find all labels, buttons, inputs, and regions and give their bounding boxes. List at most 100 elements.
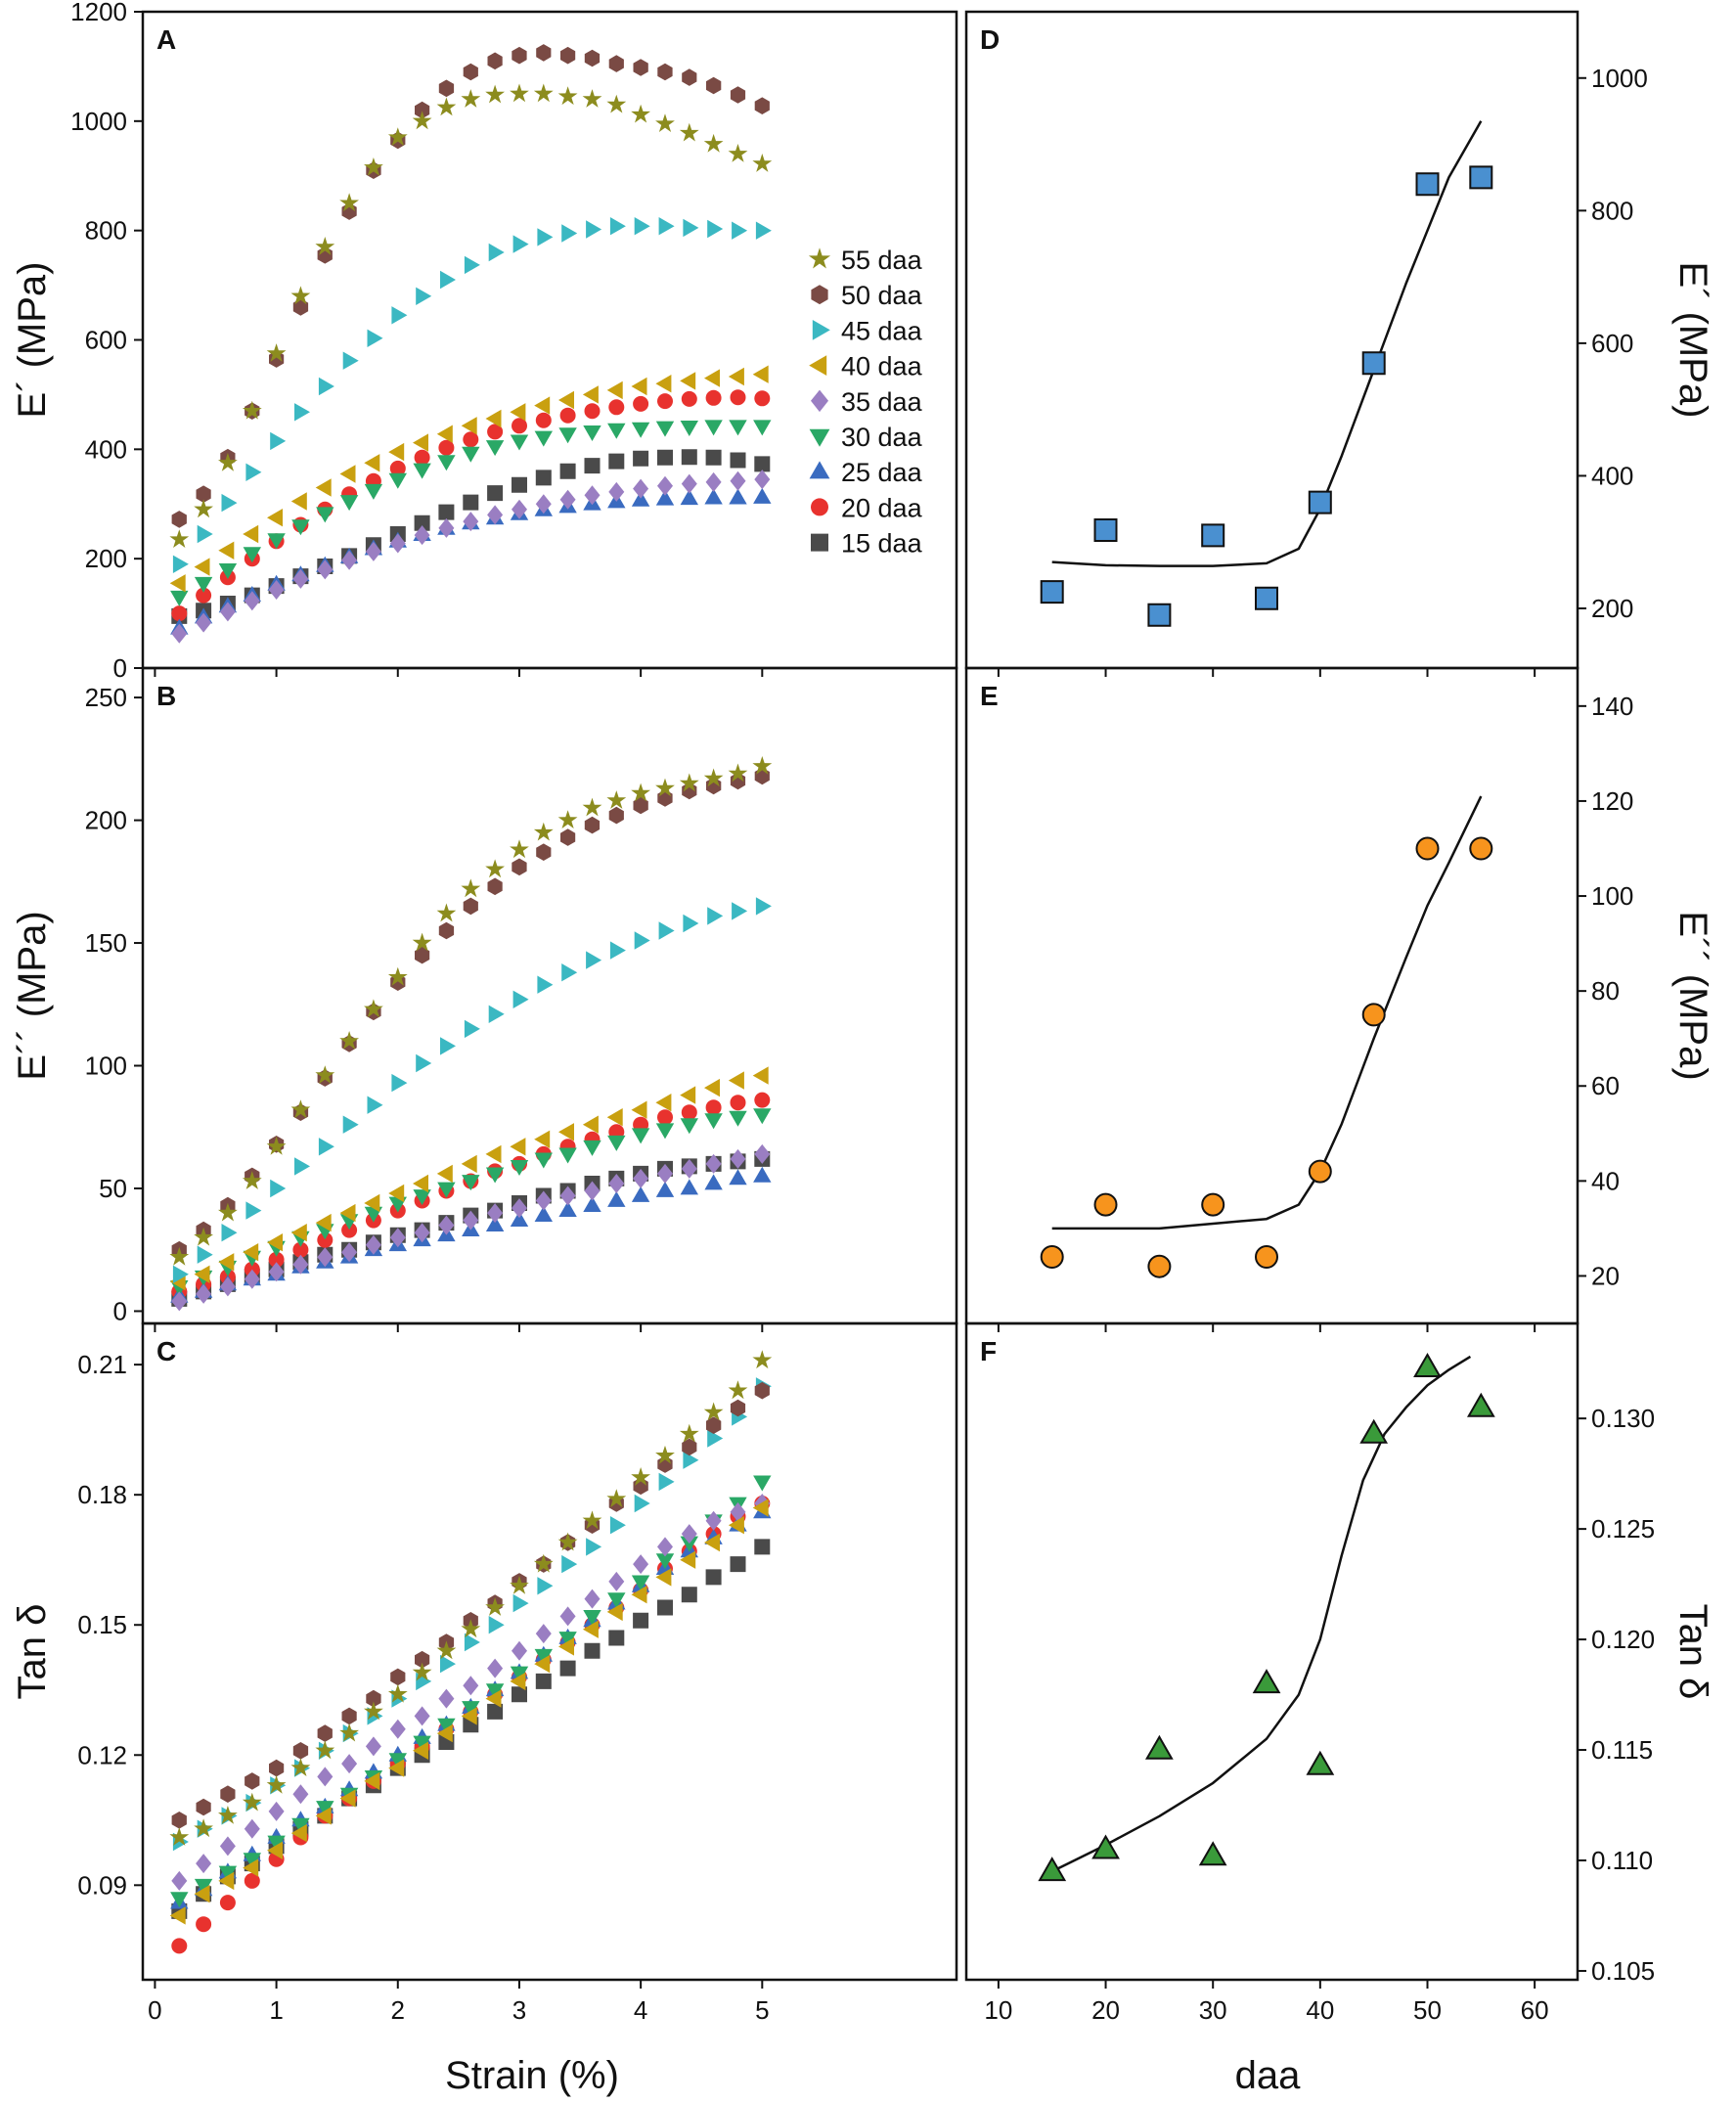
legend-label: 25 daa: [841, 458, 923, 487]
data-point: [537, 975, 554, 994]
data-point: [512, 1198, 527, 1219]
data-point: [461, 89, 481, 108]
data-point: [387, 127, 408, 146]
plot-frame: [141, 1321, 958, 1982]
data-point: [680, 1086, 696, 1104]
data-point: [657, 63, 673, 81]
data-point: [436, 97, 457, 116]
x-tick-label: 1: [269, 1995, 283, 2025]
data-point: [730, 1556, 746, 1573]
data-point: [463, 897, 478, 916]
data-point: [292, 298, 309, 316]
data-point: [608, 1571, 625, 1591]
data-point: [196, 587, 212, 604]
data-point: [631, 1100, 647, 1119]
data-point: [558, 390, 574, 410]
data-point: [243, 547, 261, 563]
data-point: [655, 1181, 675, 1197]
data-point: [633, 1168, 649, 1188]
data-point: [658, 921, 675, 940]
data-point: [388, 1753, 407, 1769]
data-point: [683, 1451, 699, 1469]
data-point: [609, 941, 626, 960]
series-45-daa: [172, 897, 772, 1283]
x-axis-title: daa: [1235, 2054, 1301, 2097]
data-point: [582, 1620, 599, 1638]
data-point: [292, 568, 309, 589]
data-point: [461, 878, 481, 898]
data-point: [488, 243, 505, 262]
data-point: [657, 1599, 673, 1616]
data-point: [1308, 1159, 1332, 1184]
data-point: [1040, 1245, 1064, 1269]
panel-B: 0 50 100 150 200 250 B E´´ (MPa): [11, 666, 958, 1332]
data-point: [534, 430, 553, 447]
data-point: [583, 425, 601, 441]
data-point: [608, 481, 625, 502]
legend-label: 15 daa: [841, 529, 923, 559]
data-point: [317, 1247, 334, 1268]
data-point: [752, 756, 773, 775]
data-point: [270, 1179, 287, 1198]
data-point: [754, 1539, 771, 1555]
y-tick-label: 150: [85, 928, 127, 958]
legend-marker: [808, 247, 831, 269]
data-point: [268, 1251, 285, 1268]
y-tick-label: 0.15: [77, 1610, 127, 1639]
data-point: [365, 1234, 381, 1255]
plot-frame: [141, 666, 958, 1325]
data-point: [389, 1228, 406, 1248]
data-point: [680, 1550, 696, 1569]
panel-letter: A: [156, 24, 176, 55]
data-point: [315, 1213, 332, 1232]
data-point: [559, 1606, 576, 1627]
data-point: [364, 1771, 380, 1791]
data-point: [510, 1672, 526, 1691]
data-point: [339, 1789, 356, 1808]
series-40-daa: [169, 1499, 769, 1925]
data-point: [1201, 523, 1225, 548]
data-point: [414, 449, 430, 466]
data-point: [244, 1818, 260, 1839]
y-tick-label: 0.105: [1591, 1956, 1655, 1986]
data-point: [315, 1740, 335, 1760]
data-point: [1466, 1392, 1495, 1417]
panel-F: 10 20 30 40 50 60 0.105 0.110 0.115 0.120 0.125 0.1…: [964, 1321, 1714, 2097]
data-point: [681, 1158, 697, 1179]
x-tick-label: 0: [148, 1995, 161, 2025]
x-axis-title: Strain (%): [445, 2054, 619, 2097]
data-point: [655, 1094, 672, 1112]
data-point: [1255, 586, 1278, 610]
data-point: [219, 1895, 236, 1911]
series-30-daa: [170, 1108, 772, 1296]
data-point: [705, 1569, 722, 1586]
data-point: [1093, 1192, 1118, 1217]
series-15-daa: [171, 1539, 771, 1919]
data-point: [266, 343, 287, 362]
data-point: [559, 1186, 576, 1206]
data-point: [487, 424, 504, 440]
data-point: [485, 409, 502, 428]
data-point: [413, 1735, 431, 1752]
data-point: [194, 576, 213, 593]
data-point: [196, 1854, 212, 1874]
data-point: [339, 465, 356, 483]
y-axis-title: E´ (MPa): [1671, 262, 1714, 419]
data-point: [707, 907, 724, 925]
y-tick-label: 400: [85, 434, 127, 464]
data-point: [1469, 836, 1493, 861]
series-55-daa: [169, 1350, 773, 1846]
data-point: [291, 1817, 310, 1834]
data-point: [219, 602, 236, 622]
data-point: [267, 533, 286, 550]
y-tick-label: 0.21: [77, 1350, 127, 1379]
data-point: [367, 1096, 383, 1114]
data-point: [292, 1742, 309, 1760]
data-point: [703, 133, 724, 153]
y-tick-label: 600: [1591, 329, 1633, 358]
data-point: [1038, 1857, 1067, 1882]
panel-C: 0 1 2 3 4 5 0.09 0.12 0.15 0.18 0.21 C Tan δ Strain (…: [11, 1321, 958, 2097]
data-point: [704, 1533, 720, 1552]
data-point: [631, 1186, 650, 1202]
data-point: [339, 1723, 359, 1742]
